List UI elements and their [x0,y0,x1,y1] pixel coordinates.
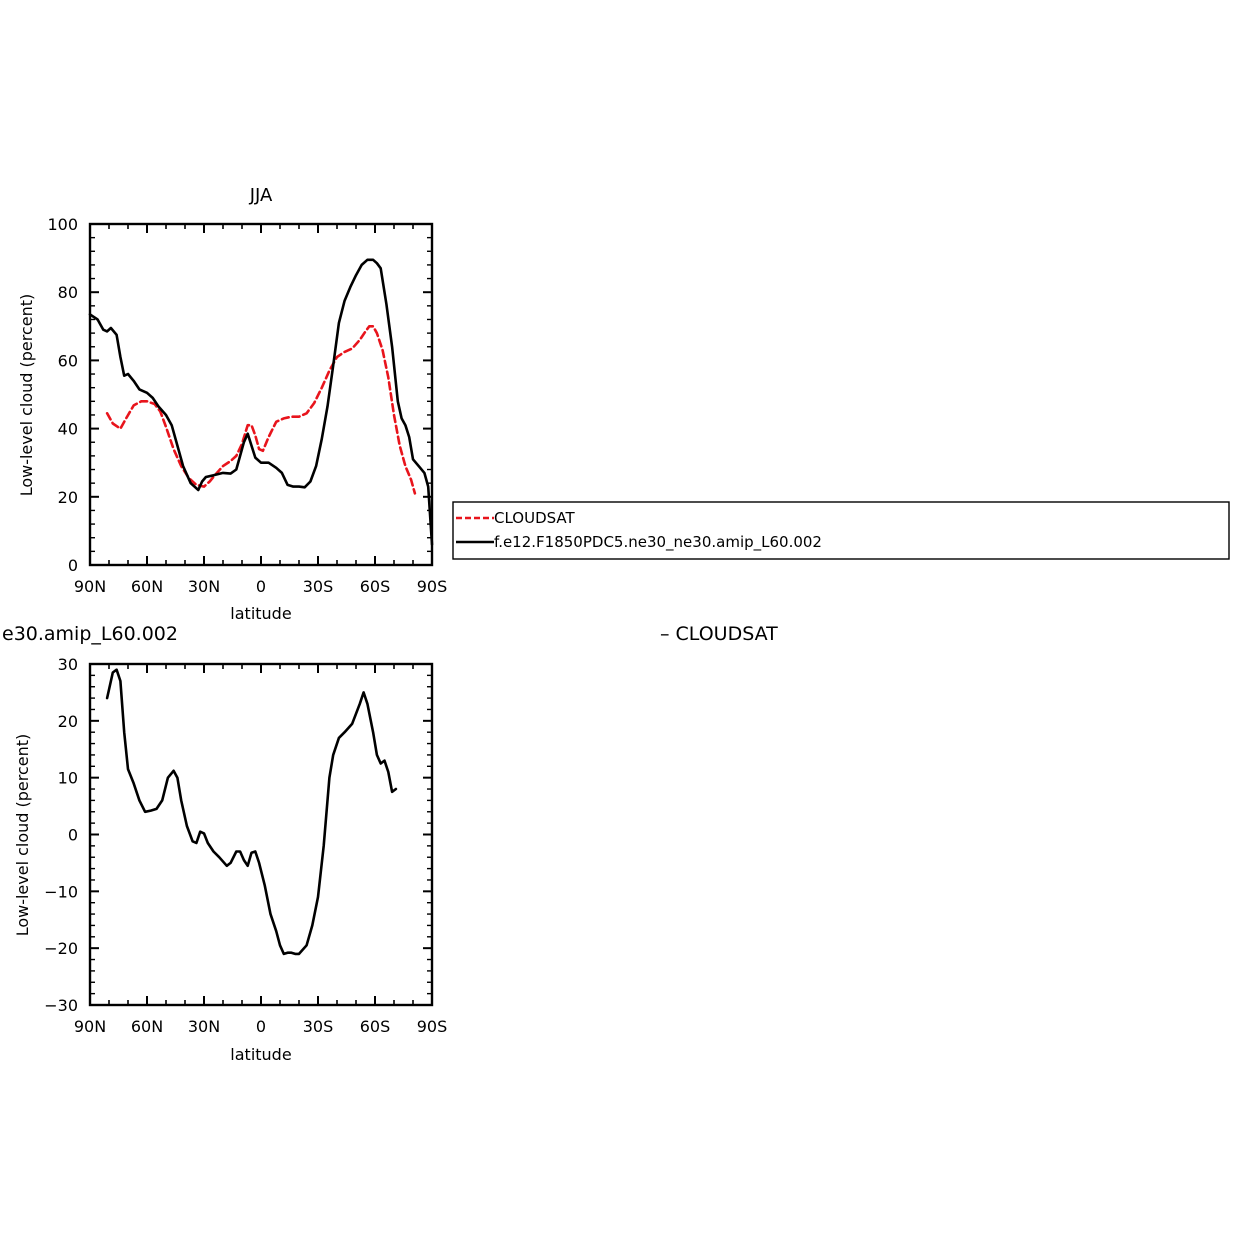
x-tick-label: 90S [417,1017,448,1036]
y-tick-label: 80 [58,283,78,302]
y-tick-label: 100 [47,215,78,234]
series-line-difference [105,668,398,956]
top-panel-title: JJA [249,185,273,206]
legend-entry-model: f.e12.F1850PDC5.ne30_ne30.amip_L60.002 [494,533,822,552]
legend: CLOUDSAT f.e12.F1850PDC5.ne30_ne30.amip_… [452,501,1230,560]
series-line-cloudsat [105,325,417,495]
top-panel-x-axis-label: latitude [230,604,291,623]
bottom-panel-x-tick-labels: 90N 60N 30N 0 30S 60S 90S [74,1017,447,1036]
x-tick-label: 90S [417,577,448,596]
x-tick-label: 60S [360,1017,391,1036]
x-tick-label: 60N [131,1017,163,1036]
bottom-panel-x-axis-label: latitude [230,1045,291,1064]
top-panel-frame [88,222,434,567]
bottom-panel-ticks [89,663,433,1006]
y-tick-label: 0 [68,826,78,845]
bottom-panel-series [105,668,398,956]
x-tick-label: 90N [74,577,106,596]
bottom-panel-y-axis-label: Low-level cloud (percent) [13,734,32,937]
bottom-panel-frame [88,662,434,1007]
x-tick-label: 0 [256,1017,266,1036]
y-tick-label: 60 [58,351,78,370]
series-line-f-e12-f1850pdc5-ne30-ne30-amip-l60-002 [88,258,434,546]
top-panel-y-tick-labels: 0 20 40 60 80 100 [47,215,78,575]
legend-entry-cloudsat: CLOUDSAT [494,509,576,527]
y-tick-label: 0 [68,556,78,575]
y-tick-label: −20 [44,939,78,958]
bottom-panel-title-right: – CLOUDSAT [660,623,778,645]
x-tick-label: 30S [303,1017,334,1036]
top-panel-series [88,258,434,546]
y-tick-label: −30 [44,996,78,1015]
top-panel-y-axis-label: Low-level cloud (percent) [17,294,36,497]
top-panel-x-tick-labels: 90N 60N 30N 0 30S 60S 90S [74,577,447,596]
y-tick-label: 20 [58,712,78,731]
x-tick-label: 30N [188,1017,220,1036]
bottom-panel-y-tick-labels: −30 −20 −10 0 10 20 30 [44,655,78,1015]
y-tick-label: 40 [58,420,78,439]
y-tick-label: −10 [44,882,78,901]
x-tick-label: 60N [131,577,163,596]
top-panel: JJA 90N 60N 30N 0 30S 60S 90S 0 20 40 60 80 100 lat… [17,185,447,623]
x-tick-label: 30S [303,577,334,596]
legend-box [452,501,1230,560]
bottom-panel-title-left: e30.amip_L60.002 [2,623,178,645]
y-tick-label: 30 [58,655,78,674]
bottom-panel: e30.amip_L60.002 – CLOUDSAT 90N 60N 30N 0 30… [2,623,778,1064]
x-tick-label: 60S [360,577,391,596]
y-tick-label: 10 [58,769,78,788]
y-tick-label: 20 [58,488,78,507]
x-tick-label: 90N [74,1017,106,1036]
x-tick-label: 0 [256,577,266,596]
x-tick-label: 30N [188,577,220,596]
